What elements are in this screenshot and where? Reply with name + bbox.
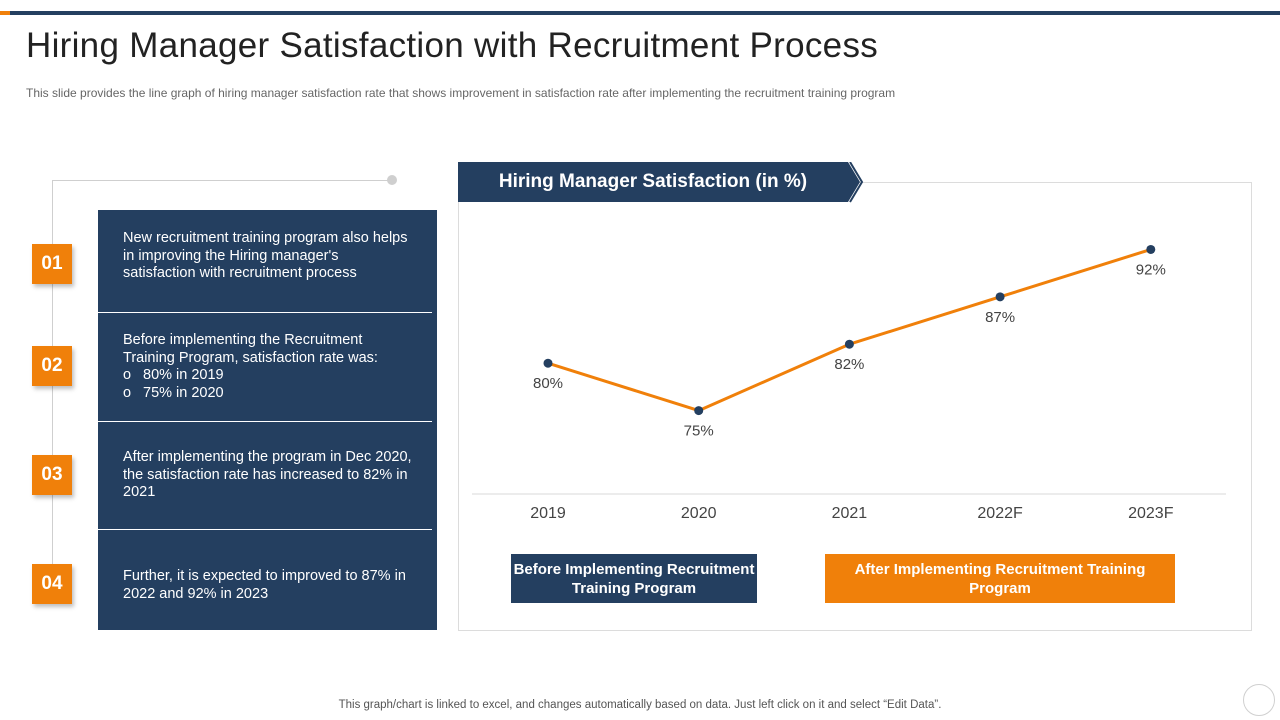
chart-header-chevron [849,162,864,203]
step-text-03-body: After implementing the program in Dec 20… [123,449,412,500]
step-divider [98,312,432,313]
x-tick-layer: 2019 2020 2021 2022F 2023F [530,505,1174,522]
page-title: Hiring Manager Satisfaction with Recruit… [26,26,879,65]
slide-nav-circle-icon[interactable] [1243,684,1275,716]
x-tick-label: 2019 [530,505,566,522]
step-badge-04: 04 [32,564,72,604]
series-line-segment [998,247,1153,299]
legend-after-implementation: After Implementing Recruitment Training … [825,554,1175,603]
chart-header-arrow-shape [458,162,864,203]
step-text-02: Before implementing the Recruitment Trai… [123,332,413,402]
step-badge-01: 01 [32,244,72,284]
step-divider [98,421,432,422]
line-chart[interactable]: 80% 75% 82% 87% 92% 2019 2020 2021 2022F 2023F [458,182,1250,522]
top-accent-corner [0,11,10,15]
data-label: 80% [533,375,563,392]
series-point-layer [543,244,1156,416]
step-divider [98,529,432,530]
step-badge-02: 02 [32,346,72,386]
series-line-segment [847,295,1002,346]
legend-before-implementation: Before Implementing Recruitment Training… [511,554,757,603]
data-label: 75% [684,423,714,440]
series-line-segment [697,342,851,413]
data-point[interactable] [995,292,1005,302]
step-text-02-body: Before implementing the Recruitment Trai… [123,332,378,366]
page-subtitle: This slide provides the line graph of hi… [26,86,896,100]
x-tick-label: 2022F [977,505,1023,522]
series-line-layer [546,247,1153,413]
data-point[interactable] [543,358,553,368]
data-label: 87% [985,309,1015,326]
chart-header-arrow [458,162,860,202]
top-accent-bar [0,11,1280,15]
steps-panel [98,210,437,630]
data-point[interactable] [844,339,854,349]
step-02-bullet: 75% in 2020 [123,385,413,403]
step-text-01-body: New recruitment training program also he… [123,230,408,281]
data-label-layer: 80% 75% 82% 87% 92% [533,261,1166,439]
step-text-04-body: Further, it is expected to improved to 8… [123,568,406,602]
footer-note: This graph/chart is linked to excel, and… [338,699,942,711]
step-text-04: Further, it is expected to improved to 8… [123,568,413,603]
data-point[interactable] [694,406,704,416]
timeline-horizontal-line [52,180,390,181]
chart-header-title: Hiring Manager Satisfaction (in %) [498,171,808,192]
step-badge-03: 03 [32,455,72,495]
x-tick-label: 2023F [1128,505,1174,522]
data-point[interactable] [1146,244,1156,254]
data-label: 82% [834,356,864,373]
step-02-bullet-list: 80% in 2019 75% in 2020 [123,367,413,402]
x-tick-label: 2021 [832,505,868,522]
timeline-end-dot [387,175,397,185]
step-02-bullet: 80% in 2019 [123,367,413,385]
data-label: 92% [1136,261,1166,278]
x-tick-label: 2020 [681,505,717,522]
step-text-03: After implementing the program in Dec 20… [123,449,413,502]
step-text-01: New recruitment training program also he… [123,230,413,283]
series-line-segment [546,361,701,413]
